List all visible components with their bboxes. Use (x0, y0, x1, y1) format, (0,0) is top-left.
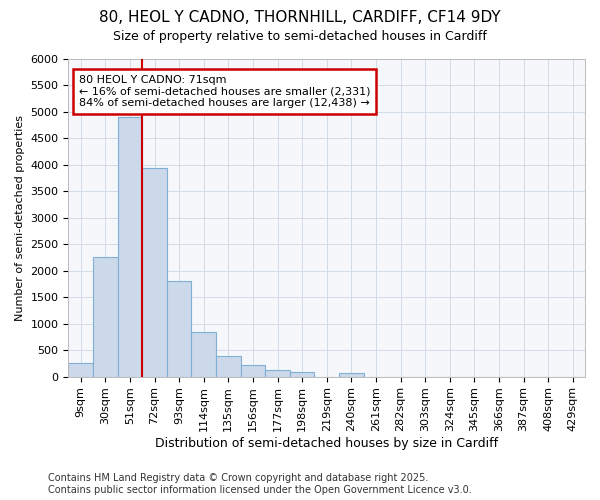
Text: Contains HM Land Registry data © Crown copyright and database right 2025.
Contai: Contains HM Land Registry data © Crown c… (48, 474, 472, 495)
X-axis label: Distribution of semi-detached houses by size in Cardiff: Distribution of semi-detached houses by … (155, 437, 498, 450)
Bar (93, 258, 118, 376)
Text: Size of property relative to semi-detached houses in Cardiff: Size of property relative to semi-detach… (113, 30, 487, 43)
Text: 80, HEOL Y CADNO, THORNHILL, CARDIFF, CF14 9DY: 80, HEOL Y CADNO, THORNHILL, CARDIFF, CF… (99, 10, 501, 25)
Bar (216, 356, 241, 376)
Bar (68, 364, 93, 376)
Text: 80 HEOL Y CADNO: 71sqm
← 16% of semi-detached houses are smaller (2,331)
84% of : 80 HEOL Y CADNO: 71sqm ← 16% of semi-det… (79, 75, 370, 108)
Y-axis label: Number of semi-detached properties: Number of semi-detached properties (15, 115, 25, 321)
Bar (241, 365, 265, 376)
Bar (191, 332, 216, 376)
Bar (265, 370, 290, 376)
Bar (339, 373, 364, 376)
Bar (167, 282, 191, 376)
Bar (118, 117, 142, 376)
Bar (290, 372, 314, 376)
Bar (142, 168, 167, 376)
